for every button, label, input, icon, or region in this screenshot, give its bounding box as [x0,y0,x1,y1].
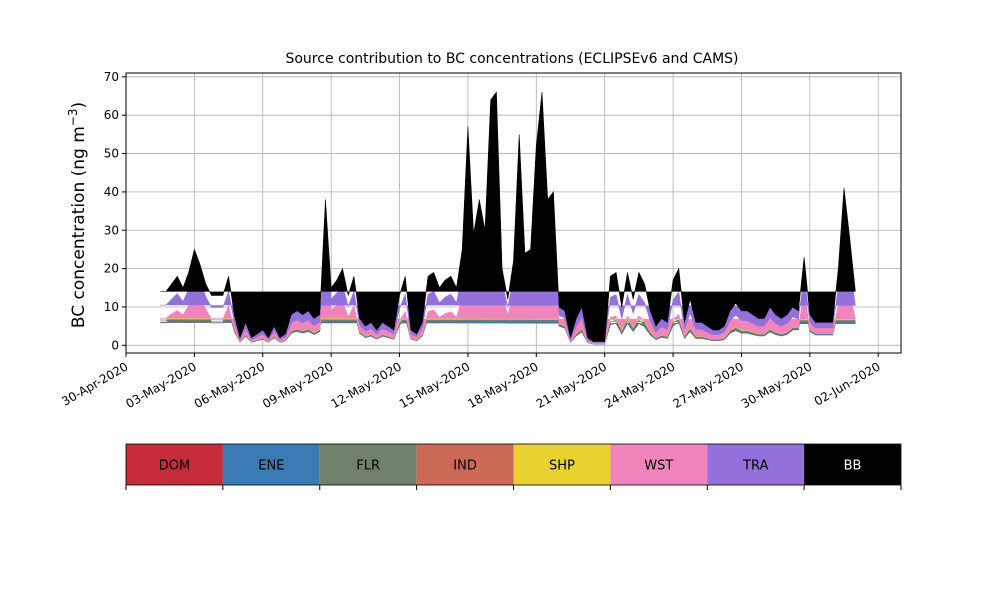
legend-label-dom: DOM [159,459,190,474]
y-axis-label-main: BC concentration (ng m [69,126,89,328]
area-tra [160,125,856,343]
legend-label-ind: IND [453,459,477,474]
legend-label-ene: ENE [258,459,284,474]
y-tick-label: 40 [104,185,119,199]
y-tick-label: 50 [104,147,119,161]
area-wst [160,157,856,344]
y-tick-label: 60 [104,108,119,122]
legend-swatch-ene [222,444,320,485]
legend-swatch-flr [319,444,417,485]
axes-frame [125,72,902,354]
colorbar-legend: DOM ENE FLR IND SHP WST TRA BB [125,443,902,490]
chart-title: Source contribution to BC concentrations… [285,51,738,67]
y-tick-label: 70 [104,70,119,84]
area-bb [160,91,856,342]
legend-swatch-tra [707,444,805,485]
y-axis-label-sup: −3 [66,108,80,126]
legend-label-wst: WST [644,459,673,474]
legend-swatch-bb [804,444,901,485]
legend-swatch-shp [513,444,611,485]
y-tick-label: 30 [104,223,119,237]
legend-label-bb: BB [844,459,862,474]
y-tick-label: 20 [104,262,119,276]
y-tick-label: 10 [104,300,119,314]
y-axis-label-end: ) [69,102,89,109]
y-axis-ticks: 0 10 20 30 40 50 60 70 [104,70,126,352]
stacked-areas [160,91,856,345]
legend-label-tra: TRA [742,459,768,474]
y-axis-label: BC concentration (ng m−3) [66,102,89,328]
legend-label-flr: FLR [356,459,380,474]
legend-swatch-wst [610,444,708,485]
y-tick-label: 0 [111,338,119,352]
legend-label-shp: SHP [549,459,575,474]
legend-swatch-ind [416,444,514,485]
legend-swatch-dom [126,444,223,485]
